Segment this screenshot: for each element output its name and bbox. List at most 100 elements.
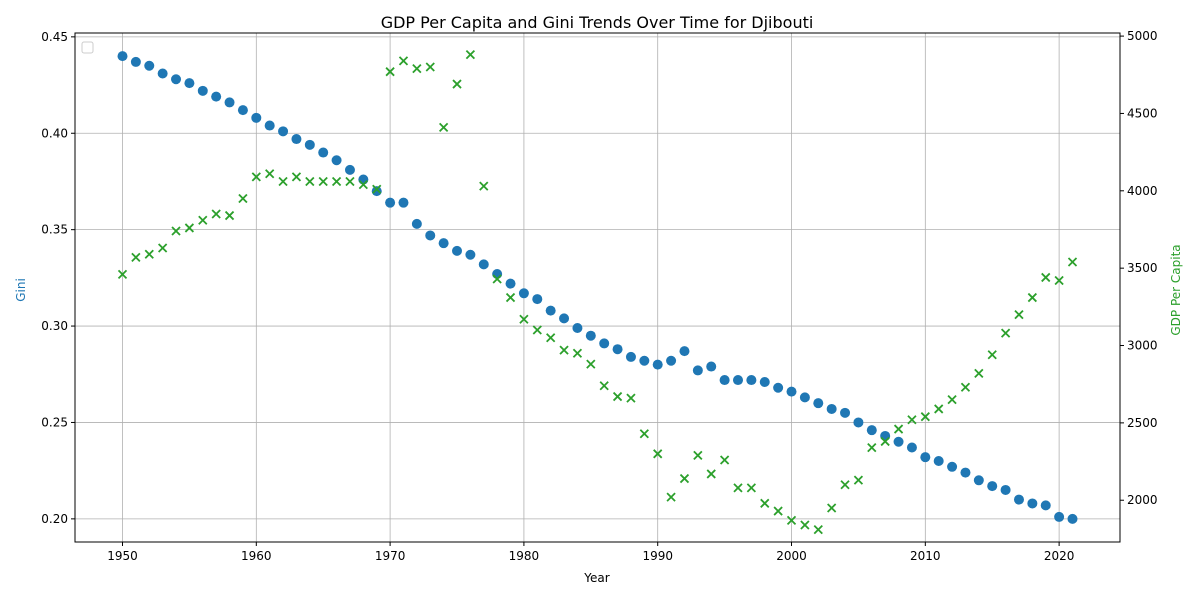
gini-point bbox=[1013, 494, 1024, 505]
gini-point bbox=[331, 155, 342, 166]
gdp-point-stroke bbox=[238, 193, 248, 204]
gini-point bbox=[492, 269, 503, 280]
gdp-point bbox=[412, 63, 422, 74]
gdp-point-stroke bbox=[626, 393, 636, 403]
gdp-point bbox=[546, 333, 556, 343]
gdp-point-stroke bbox=[519, 314, 529, 324]
gini-point bbox=[572, 322, 583, 333]
gdp-point-stroke bbox=[331, 176, 342, 187]
gdp-point bbox=[907, 415, 917, 425]
gdp-point bbox=[358, 179, 368, 190]
gdp-point-stroke bbox=[158, 243, 168, 253]
gdp-point bbox=[693, 450, 703, 460]
gdp-point bbox=[853, 475, 864, 485]
gini-point bbox=[545, 305, 556, 316]
gdp-point bbox=[559, 345, 569, 355]
gini-point bbox=[947, 461, 958, 472]
gdp-point bbox=[532, 325, 542, 335]
gdp-point bbox=[331, 176, 342, 187]
gini-point bbox=[117, 51, 128, 62]
gdp-point bbox=[719, 455, 730, 465]
gdp-point-stroke bbox=[492, 274, 502, 284]
gdp-point-stroke bbox=[907, 415, 917, 425]
gini-point bbox=[1027, 498, 1038, 509]
y-axis-left: 0.20 0.25 0.30 0.35 0.40 0.45 bbox=[41, 30, 75, 526]
gdp-point-stroke bbox=[893, 424, 904, 434]
gdp-point bbox=[211, 209, 221, 219]
gdp-point bbox=[117, 269, 128, 279]
gdp-point bbox=[265, 169, 275, 179]
gini-point bbox=[505, 278, 516, 289]
gdp-point-stroke bbox=[505, 292, 516, 303]
gdp-point bbox=[880, 436, 890, 447]
gini-point bbox=[933, 456, 944, 467]
gdp-point bbox=[786, 515, 797, 525]
x-tick-label: 1990 bbox=[642, 549, 673, 563]
gdp-point-stroke bbox=[211, 209, 221, 219]
gdp-point bbox=[827, 503, 837, 513]
x-tick-label: 2000 bbox=[776, 549, 807, 563]
gini-point bbox=[438, 238, 449, 249]
gini-point bbox=[759, 376, 770, 387]
gini-point bbox=[853, 417, 864, 428]
y-left-tick-label: 0.40 bbox=[41, 126, 68, 140]
gdp-point bbox=[171, 226, 181, 236]
gini-point bbox=[706, 361, 717, 372]
gdp-point-stroke bbox=[171, 226, 181, 236]
gini-point bbox=[371, 186, 382, 197]
gdp-point bbox=[974, 368, 984, 379]
gdp-point-stroke bbox=[546, 333, 556, 343]
gdp-point-stroke bbox=[224, 210, 235, 221]
gini-point bbox=[1000, 484, 1011, 495]
gdp-point-stroke bbox=[559, 345, 569, 355]
gdp-point bbox=[224, 210, 235, 221]
gini-point bbox=[144, 60, 155, 71]
gini-point bbox=[425, 230, 436, 241]
gini-point bbox=[251, 112, 262, 123]
x-axis-title: Year bbox=[583, 571, 609, 585]
gini-point bbox=[197, 85, 208, 96]
y-right-tick-label: 5000 bbox=[1127, 29, 1158, 43]
y-axis-right-title: GDP Per Capita bbox=[1169, 244, 1183, 335]
gdp-point bbox=[251, 172, 261, 182]
gdp-point bbox=[305, 176, 315, 187]
gini-point bbox=[973, 475, 984, 486]
gini-point bbox=[398, 197, 409, 208]
gdp-point bbox=[1014, 309, 1024, 320]
gini-point bbox=[465, 249, 476, 260]
gdp-point bbox=[666, 492, 676, 502]
gdp-point-stroke bbox=[532, 325, 542, 335]
y-left-tick-label: 0.35 bbox=[41, 223, 68, 237]
gdp-point bbox=[345, 176, 355, 187]
y-right-tick-label: 2500 bbox=[1127, 416, 1158, 430]
gdp-point bbox=[318, 176, 328, 187]
gdp-point bbox=[572, 348, 583, 358]
gdp-point-stroke bbox=[572, 348, 583, 358]
gdp-point bbox=[679, 473, 690, 484]
gdp-point bbox=[1027, 292, 1037, 303]
gdp-point-stroke bbox=[398, 56, 409, 66]
gdp-point-stroke bbox=[358, 179, 368, 190]
gdp-point bbox=[278, 176, 288, 187]
y-right-tick-label: 2000 bbox=[1127, 493, 1158, 507]
gini-point bbox=[1054, 511, 1065, 522]
gini-point bbox=[666, 355, 677, 366]
gdp-point bbox=[465, 50, 476, 60]
gini-point bbox=[612, 344, 623, 355]
gini-point bbox=[719, 375, 730, 386]
gdp-point-stroke bbox=[345, 176, 355, 187]
y-left-tick-label: 0.45 bbox=[41, 30, 68, 44]
gdp-point bbox=[452, 79, 462, 89]
gdp-point bbox=[1000, 328, 1011, 338]
gdp-point-stroke bbox=[198, 215, 208, 225]
gdp-point bbox=[184, 223, 195, 233]
gdp-point-stroke bbox=[265, 169, 275, 179]
gdp-point bbox=[639, 429, 649, 439]
gdp-point-stroke bbox=[666, 492, 676, 502]
gdp-point bbox=[612, 391, 623, 402]
gdp-point bbox=[479, 181, 489, 191]
gini-point bbox=[291, 134, 302, 145]
gdp-point-stroke bbox=[438, 122, 449, 133]
gini-point bbox=[732, 375, 743, 386]
